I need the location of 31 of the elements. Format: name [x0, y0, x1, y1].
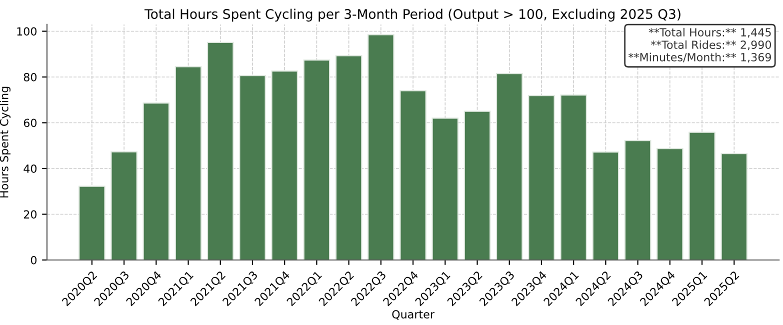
- y-tick-label: 100: [17, 27, 37, 36]
- bar: [592, 151, 620, 260]
- bar: [142, 102, 170, 260]
- chart-title: Total Hours Spent Cycling per 3-Month Period (Output > 100, Excluding 2025 Q3): [144, 8, 680, 22]
- y-tick-label: 20: [24, 210, 37, 219]
- bar: [78, 186, 106, 260]
- bar: [688, 132, 716, 260]
- y-tick-label: 60: [24, 118, 37, 128]
- bar: [303, 60, 330, 260]
- y-tick-label: 80: [24, 72, 37, 82]
- bar: [624, 140, 652, 260]
- y-axis-title: Hours Spent Cycling: [0, 86, 10, 198]
- bar: [239, 75, 266, 260]
- bar: [720, 153, 748, 260]
- annotation: **Total Hours:** 1,445 **Total Rides:** 2,990 **Minutes/Month:** 1,369: [628, 28, 772, 63]
- bar: [656, 148, 684, 260]
- y-tick-label: 0: [30, 256, 37, 264]
- bar: [496, 73, 523, 260]
- bar: [110, 151, 138, 260]
- bar: [335, 55, 362, 260]
- x-axis-title: Quarter: [392, 310, 434, 320]
- y-tick-label: 40: [24, 164, 37, 173]
- bar: [174, 66, 202, 260]
- bar: [206, 42, 234, 260]
- bar: [464, 110, 491, 260]
- bar: [400, 90, 426, 260]
- bar: [271, 70, 298, 260]
- bar: [560, 94, 587, 260]
- bar: [432, 118, 459, 260]
- bar: [368, 34, 394, 260]
- bar: [528, 94, 555, 260]
